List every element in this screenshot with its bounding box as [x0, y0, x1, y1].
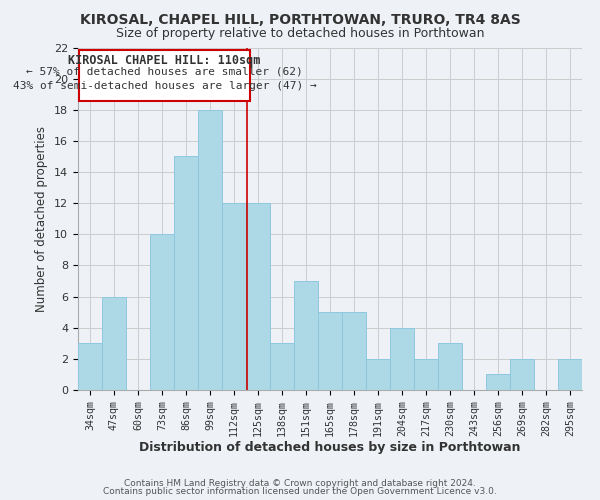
Bar	[390, 328, 414, 390]
Bar	[366, 359, 390, 390]
Bar	[318, 312, 342, 390]
Bar	[414, 359, 438, 390]
Bar	[78, 344, 102, 390]
Bar	[486, 374, 510, 390]
Bar	[270, 344, 294, 390]
Text: Contains HM Land Registry data © Crown copyright and database right 2024.: Contains HM Land Registry data © Crown c…	[124, 478, 476, 488]
Bar	[294, 281, 318, 390]
Text: ← 57% of detached houses are smaller (62): ← 57% of detached houses are smaller (62…	[26, 67, 303, 77]
Text: Size of property relative to detached houses in Porthtowan: Size of property relative to detached ho…	[116, 28, 484, 40]
Text: 43% of semi-detached houses are larger (47) →: 43% of semi-detached houses are larger (…	[13, 81, 316, 91]
Bar	[510, 359, 534, 390]
Bar	[198, 110, 222, 390]
Bar	[438, 344, 462, 390]
Bar	[342, 312, 366, 390]
Bar	[174, 156, 198, 390]
Text: KIROSAL, CHAPEL HILL, PORTHTOWAN, TRURO, TR4 8AS: KIROSAL, CHAPEL HILL, PORTHTOWAN, TRURO,…	[80, 12, 520, 26]
Bar	[246, 203, 270, 390]
Y-axis label: Number of detached properties: Number of detached properties	[35, 126, 49, 312]
FancyBboxPatch shape	[79, 50, 250, 101]
Bar	[222, 203, 246, 390]
Text: KIROSAL CHAPEL HILL: 110sqm: KIROSAL CHAPEL HILL: 110sqm	[68, 54, 260, 66]
Bar	[102, 296, 126, 390]
X-axis label: Distribution of detached houses by size in Porthtowan: Distribution of detached houses by size …	[139, 442, 521, 454]
Bar	[150, 234, 174, 390]
Text: Contains public sector information licensed under the Open Government Licence v3: Contains public sector information licen…	[103, 487, 497, 496]
Bar	[558, 359, 582, 390]
